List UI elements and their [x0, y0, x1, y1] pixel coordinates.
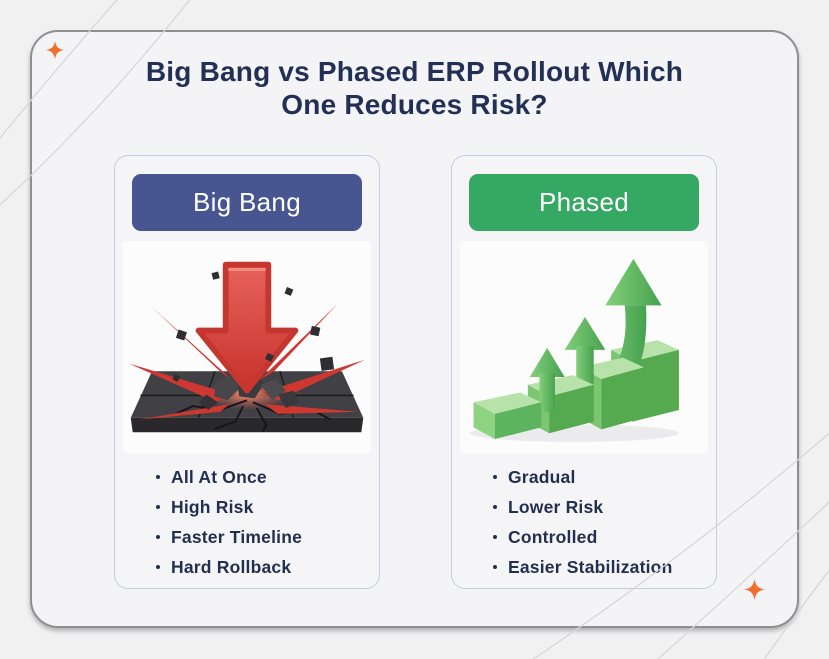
list-item: Faster Timeline	[156, 522, 362, 552]
big-bang-list: All At Once High Risk Faster Timeline Ha…	[156, 462, 362, 582]
list-item-text: Controlled	[508, 526, 598, 547]
big-bang-header: Big Bang	[132, 174, 362, 231]
list-item-text: Hard Rollback	[171, 556, 292, 577]
phased-list: Gradual Lower Risk Controlled Easier Sta…	[493, 462, 699, 582]
rising-arrows-on-steps-icon	[460, 241, 708, 453]
page-title-line-1: Big Bang vs Phased ERP Rollout Which	[145, 56, 684, 87]
list-item-text: All At Once	[171, 466, 267, 487]
list-item: Gradual	[493, 462, 699, 492]
list-item-text: Lower Risk	[508, 496, 604, 517]
list-item: All At Once	[156, 462, 362, 492]
list-item: Lower Risk	[493, 492, 699, 522]
bullet-dot	[493, 535, 497, 539]
list-item-text: Easier Stabilization	[508, 556, 673, 577]
bullet-dot	[156, 505, 160, 509]
bullet-dot	[493, 565, 497, 569]
comparison-cards: Big Bang	[114, 155, 717, 589]
bullet-dot	[156, 535, 160, 539]
list-item: Hard Rollback	[156, 552, 362, 582]
list-item: Controlled	[493, 522, 699, 552]
infographic-panel: Big Bang vs Phased ERP Rollout Which One…	[30, 30, 799, 628]
list-item: High Risk	[156, 492, 362, 522]
page-title-line-2: One Reduces Risk?	[281, 89, 548, 120]
big-bang-card: Big Bang	[114, 155, 380, 589]
crashing-down-arrow-impact-icon	[123, 241, 371, 453]
page-title: Big Bang vs Phased ERP Rollout Which One…	[72, 55, 757, 121]
list-item-text: Faster Timeline	[171, 526, 303, 547]
list-item-text: Gradual	[508, 466, 576, 487]
phased-header: Phased	[469, 174, 699, 231]
bullet-dot	[493, 505, 497, 509]
list-item-text: High Risk	[171, 496, 254, 517]
phased-card: Phased	[451, 155, 717, 589]
bullet-dot	[156, 565, 160, 569]
list-item: Easier Stabilization	[493, 552, 699, 582]
bullet-dot	[493, 475, 497, 479]
bullet-dot	[156, 475, 160, 479]
